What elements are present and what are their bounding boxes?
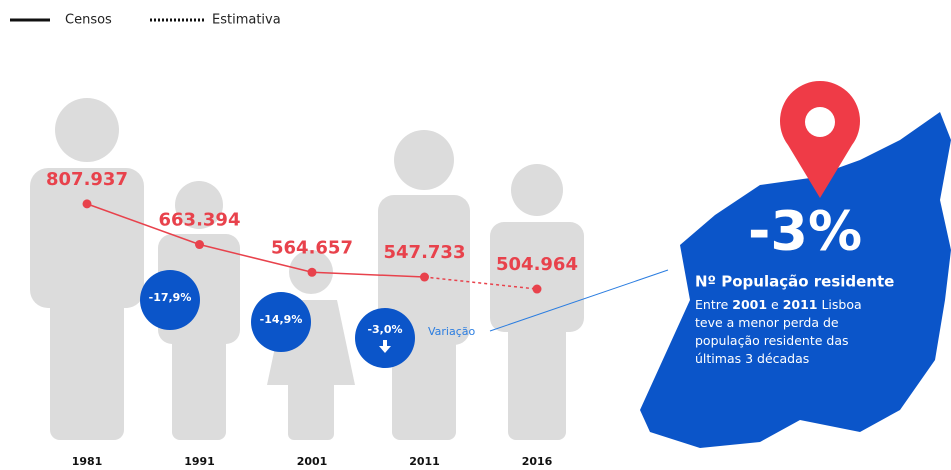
x-tick-label: 2001 [297, 455, 328, 468]
callout-line: teve a menor perda de [695, 315, 839, 330]
callout-value: -3% [748, 200, 862, 263]
value-label: 547.733 [384, 242, 466, 263]
line [424, 276, 538, 290]
value-label: 504.964 [496, 254, 578, 275]
x-tick-label: 1991 [184, 455, 215, 468]
point [195, 240, 204, 250]
callout-text: teve a menor perda de [695, 315, 839, 330]
value-label: 807.937 [46, 169, 128, 190]
variation-value: -3,0% [367, 323, 402, 336]
callout-text: últimas 3 décadas [695, 351, 809, 366]
variation-badge [140, 270, 200, 330]
value-label: 663.394 [159, 210, 241, 231]
variation-value: -17,9% [149, 291, 192, 304]
variation-badge [355, 308, 415, 368]
point [532, 284, 542, 294]
callout-text: 2001 [732, 297, 767, 312]
point [307, 267, 317, 277]
down-arrow [379, 340, 391, 353]
variation-badge [251, 292, 311, 352]
callout-text: Entre [695, 297, 732, 312]
connector [489, 269, 669, 332]
callout-text: população residente das [695, 333, 849, 348]
variation-label: Variação [428, 325, 476, 338]
callout-text: Lisboa [817, 297, 861, 312]
x-tick-label: 2011 [409, 455, 440, 468]
callout-line: população residente das [695, 333, 849, 348]
legend-label: Estimativa [212, 13, 281, 28]
x-tick-label: 1981 [72, 455, 103, 468]
legend-label: Censos [65, 13, 112, 28]
point [82, 199, 92, 209]
x-tick-label: 2016 [522, 455, 553, 468]
value-label: 564.657 [271, 237, 353, 258]
variation-value: -14,9% [260, 313, 303, 326]
callout-line: últimas 3 décadas [695, 351, 809, 366]
pin [779, 81, 860, 198]
point [420, 272, 429, 282]
silhouettes [30, 98, 584, 440]
callout-line: Entre 2001 e 2011 Lisboa [695, 297, 862, 312]
callout-title: Nº População residente [695, 273, 894, 291]
callout-text: 2011 [783, 297, 818, 312]
line [86, 203, 425, 278]
pin-hole [805, 107, 835, 137]
map [640, 112, 951, 448]
callout-text: e [767, 297, 783, 312]
